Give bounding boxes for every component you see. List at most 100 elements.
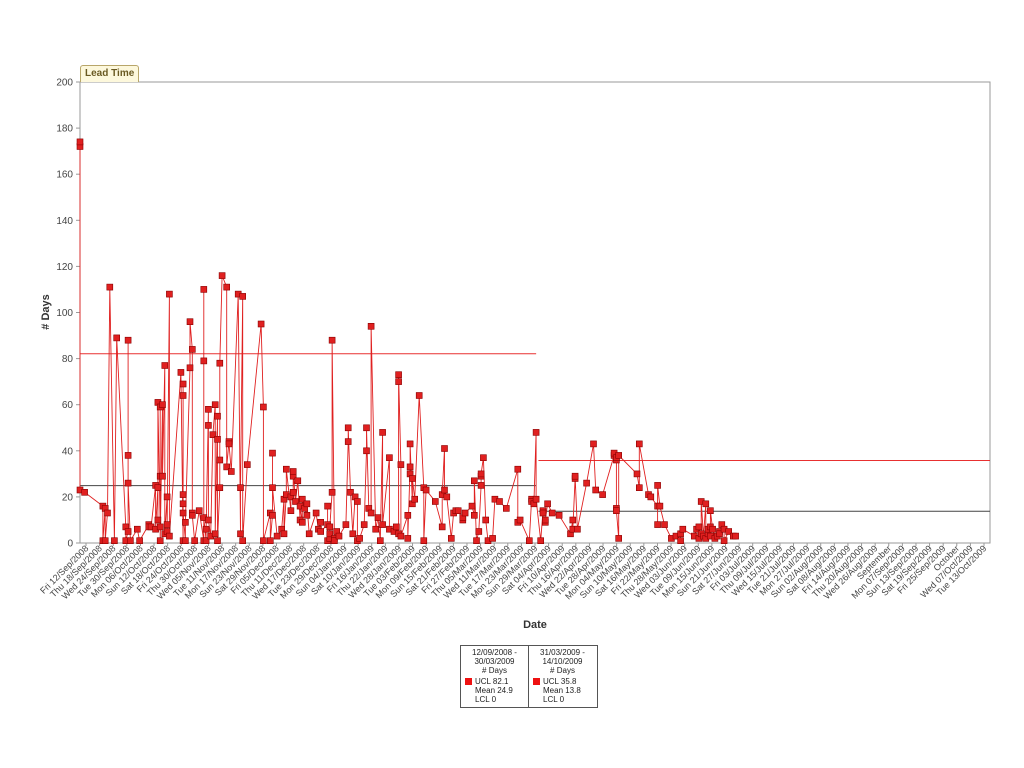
data-point [454,507,462,515]
legend-mean: Mean 24.9 [475,686,513,695]
data-point [635,484,643,492]
data-point [654,521,661,528]
data-point [154,516,162,524]
data-point [489,535,496,542]
data-point [214,412,221,420]
y-tick-label: 120 [56,262,73,273]
y-tick-label: 100 [56,308,73,319]
lead-time-series [76,138,739,545]
data-point [473,537,480,545]
data-point [647,493,655,501]
legend-column-period-1: 12/09/2008 - 30/03/2009 # Days UCL 82.1 … [461,646,529,707]
data-point [214,537,221,545]
y-axis-label: # Days [40,294,52,329]
data-point [404,511,412,519]
data-point [269,511,276,519]
data-point [376,537,384,545]
data-point [707,507,714,515]
y-tick-label: 80 [62,354,74,365]
data-point [202,537,210,545]
data-point [163,493,171,501]
data-point [502,505,510,512]
data-point [635,440,643,448]
data-point [344,438,352,445]
data-point [266,537,274,545]
data-point [166,532,173,540]
data-point [163,521,171,528]
data-point [441,486,448,494]
data-point [260,403,267,411]
data-point [287,507,295,515]
chart-title-tab: Lead Time [80,65,140,82]
data-point [342,521,350,528]
data-point [124,479,132,487]
data-point [395,371,402,379]
data-point [374,514,382,521]
data-point [328,336,336,344]
data-point [179,509,187,517]
data-point [209,431,217,439]
data-point [363,424,370,432]
data-point [317,518,325,526]
y-tick-label: 200 [56,78,73,89]
data-point [496,498,503,505]
data-point [709,525,716,533]
data-point [441,445,448,452]
data-point [237,484,244,492]
data-point [514,465,522,473]
data-point [225,440,233,448]
data-point [260,537,267,545]
data-point [367,322,375,330]
data-point [124,452,132,459]
data-point [415,392,423,399]
legend-lcl: LCL 0 [543,695,565,704]
data-point [537,537,545,545]
data-point [156,523,164,531]
data-point [447,535,455,542]
data-point [404,535,412,542]
data-point [592,486,600,494]
data-point [326,530,334,538]
data-point [273,532,281,540]
data-point [470,477,478,485]
data-point [720,537,728,545]
data-point [599,491,606,498]
legend-swatch [465,678,472,685]
data-point [214,435,221,443]
data-point [461,509,469,517]
data-point [656,502,664,510]
data-point [732,532,739,540]
data-point [468,502,476,510]
data-point [294,477,302,485]
data-point [406,463,414,471]
data-point [269,449,276,457]
data-point [124,336,132,344]
data-point [298,495,306,503]
data-point [124,528,132,535]
y-tick-label: 180 [56,124,73,135]
data-point [244,461,251,468]
data-point [228,468,235,475]
data-point [205,422,212,429]
x-axis-label: Date [523,619,547,631]
data-point [571,472,579,480]
data-point [331,537,338,545]
data-point [211,530,219,538]
data-point [317,528,325,535]
data-point [716,530,723,538]
data-point [420,537,428,545]
data-point [654,482,661,489]
data-point [406,440,414,448]
data-point [480,454,487,462]
data-point [298,518,306,526]
data-point [438,523,446,531]
data-point [205,405,212,413]
data-point [191,537,198,545]
data-point [154,484,162,492]
data-point [312,509,320,517]
data-point [328,488,336,496]
data-point [289,488,297,496]
data-point [695,523,703,531]
